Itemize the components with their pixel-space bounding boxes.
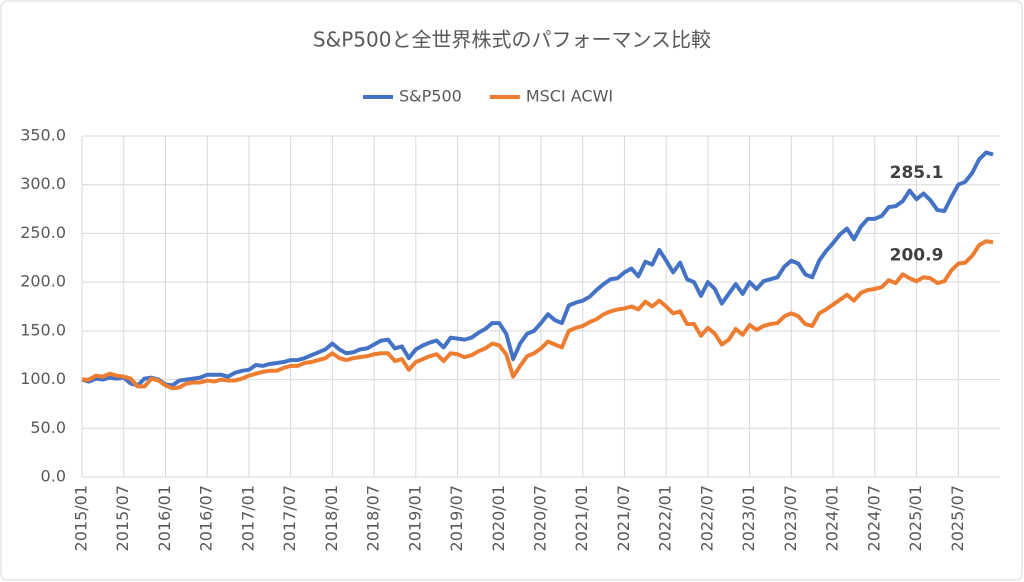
y-tick-label: 300.0 [20, 174, 66, 193]
y-tick-label: 50.0 [30, 418, 66, 437]
legend-label: S&P500 [399, 87, 462, 106]
x-tick-label: 2019/01 [405, 485, 424, 551]
series-line [82, 239, 994, 391]
x-tick-label: 2025/07 [948, 485, 967, 551]
x-tick-label: 2020/07 [531, 485, 550, 551]
x-tick-label: 2024/07 [864, 485, 883, 551]
data-label: 200.9 [890, 245, 944, 265]
series-line [81, 150, 994, 388]
y-tick-label: 150.0 [20, 320, 66, 339]
y-tick-label: 0.0 [41, 467, 66, 486]
y-tick-label: 350.0 [20, 126, 66, 145]
x-tick-label: 2018/01 [322, 485, 341, 551]
x-tick-label: 2015/07 [113, 485, 132, 551]
x-tick-label: 2025/01 [906, 485, 925, 551]
x-tick-label: 2016/07 [197, 485, 216, 551]
y-tick-label: 200.0 [20, 272, 66, 291]
x-tick-label: 2019/07 [447, 485, 466, 551]
x-tick-label: 2021/07 [614, 485, 633, 551]
x-tick-label: 2022/01 [656, 485, 675, 551]
x-tick-label: 2017/01 [238, 485, 257, 551]
y-tick-label: 100.0 [20, 369, 66, 388]
x-tick-label: 2015/01 [72, 485, 91, 551]
y-tick-label: 250.0 [20, 223, 66, 242]
x-tick-label: 2017/07 [280, 485, 299, 551]
x-tick-label: 2021/01 [572, 485, 591, 551]
x-tick-label: 2023/01 [739, 485, 758, 551]
legend-label: MSCI ACWI [526, 87, 613, 106]
data-label: 285.1 [890, 163, 944, 183]
x-tick-label: 2020/01 [489, 485, 508, 551]
x-tick-label: 2018/07 [364, 485, 383, 551]
x-tick-label: 2016/01 [155, 485, 174, 551]
chart-title: S&P500と全世界株式のパフォーマンス比較 [313, 28, 711, 52]
x-tick-label: 2023/07 [781, 485, 800, 551]
x-tick-label: 2024/01 [823, 485, 842, 551]
x-tick-label: 2022/07 [697, 485, 716, 551]
